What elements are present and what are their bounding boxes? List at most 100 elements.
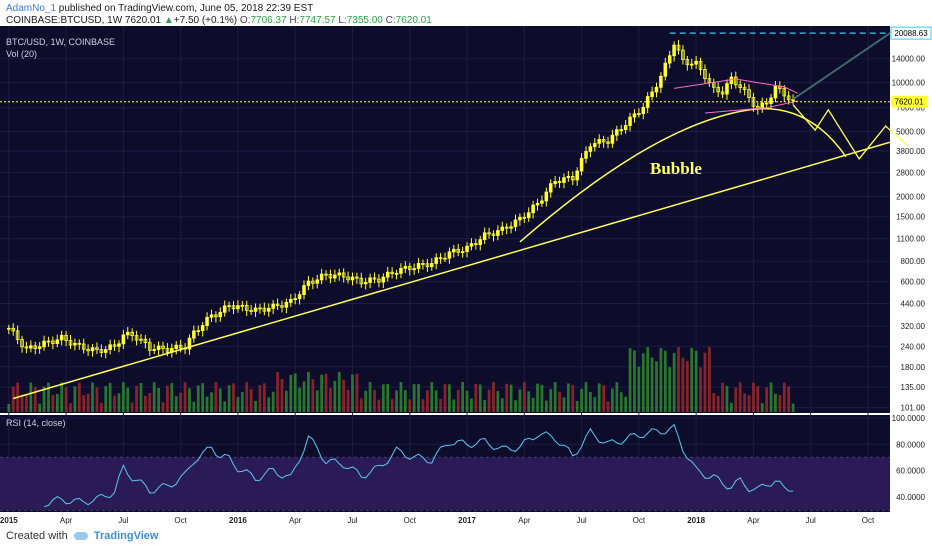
volume-bar — [531, 397, 535, 412]
candle-body — [222, 305, 227, 313]
volume-bar — [633, 350, 636, 412]
volume-bar — [351, 374, 354, 412]
volume-bar — [496, 391, 500, 412]
time-tick-label: Oct — [862, 516, 875, 525]
volume-bar — [359, 398, 363, 412]
volume-bar — [611, 388, 614, 412]
candle-body — [42, 340, 46, 348]
candle-body — [615, 129, 619, 136]
rsi-tick-label: 100.0000 — [892, 414, 926, 423]
candle-body — [174, 344, 179, 349]
time-tick-label: Apr — [518, 516, 531, 525]
candle-body — [773, 85, 778, 99]
candle-body — [306, 280, 311, 286]
candle-body — [350, 276, 355, 281]
volume-bar — [236, 396, 240, 412]
candle-body — [474, 243, 478, 246]
volume-bar — [593, 397, 597, 412]
candle-body — [535, 202, 540, 206]
tradingview-brand[interactable]: TradingView — [93, 530, 159, 542]
volume-bar — [218, 388, 222, 412]
candle-body — [165, 348, 170, 353]
candle-body — [416, 263, 421, 269]
candle-body — [478, 239, 483, 245]
volume-bar — [403, 390, 407, 412]
candle-body — [372, 277, 377, 280]
candle-body — [324, 273, 328, 276]
candle-body — [381, 276, 386, 283]
up-arrow-icon: ▲ — [163, 15, 174, 26]
candle-body — [126, 331, 130, 336]
candle-body — [597, 139, 601, 144]
candle-body — [438, 257, 443, 260]
chart-canvas[interactable]: 14000.00 10000.00 7000.00 5000.00 3800.00 280… — [0, 26, 932, 528]
volume-bar — [760, 403, 764, 412]
candle-body — [738, 84, 742, 89]
volume-bar — [492, 382, 495, 412]
author-link[interactable]: AdamNo_1 — [6, 3, 57, 14]
volume-bar — [434, 390, 438, 412]
volume-bar — [377, 399, 381, 412]
candle-body — [522, 216, 527, 219]
ath-tag — [890, 26, 932, 40]
candle-body — [571, 175, 575, 181]
candle-body — [143, 338, 148, 344]
volume-bar — [196, 385, 200, 412]
ath-tag-label: 20088.63 — [894, 29, 928, 38]
candle-body — [377, 278, 381, 283]
candle-body — [359, 277, 364, 285]
volume-bar — [108, 382, 112, 412]
volume-bar — [514, 400, 517, 412]
volume-bar — [152, 382, 156, 412]
price-tick-label: 800.00 — [901, 257, 926, 266]
price-tick-label: 2800.00 — [896, 169, 925, 178]
candle-body — [430, 263, 434, 268]
volume-bar — [174, 396, 178, 412]
volume-bar — [373, 389, 376, 412]
candle-body — [513, 219, 518, 228]
candle-body — [579, 157, 584, 172]
volume-bar — [672, 353, 676, 412]
candle-body — [698, 60, 703, 70]
candle-body — [315, 279, 319, 284]
support-trendline — [13, 141, 891, 400]
volume-bar — [655, 361, 658, 412]
open-value: 7706.37 — [250, 15, 287, 26]
candle-body — [509, 226, 513, 229]
time-axis-background — [0, 512, 932, 528]
candle-body — [227, 305, 231, 308]
candle-body — [667, 55, 672, 64]
volume-bar — [201, 383, 205, 412]
candle-body — [548, 183, 553, 193]
candle-body — [178, 344, 183, 349]
candle-body — [553, 181, 557, 185]
volume-bar — [408, 399, 412, 412]
rsi-tick-label: 80.0000 — [896, 440, 925, 449]
price-tick-label: 320.00 — [901, 322, 926, 331]
price-tick-label: 1100.00 — [897, 235, 926, 244]
volume-bar — [117, 393, 121, 412]
volume-bar — [386, 384, 390, 412]
volume-bar — [756, 386, 760, 412]
time-tick-label: Oct — [174, 516, 187, 525]
candle-body — [637, 113, 641, 116]
candles — [7, 39, 795, 359]
volume-bar — [333, 381, 337, 412]
candle-body — [271, 303, 275, 309]
candle-body — [791, 99, 795, 101]
volume-bar — [527, 391, 531, 412]
candle-body — [390, 271, 394, 274]
candle-body — [152, 349, 156, 351]
candle-body — [196, 330, 201, 333]
candle-body — [641, 107, 646, 115]
volume-bar — [606, 401, 610, 412]
volume-bar — [589, 391, 592, 412]
candle-body — [623, 125, 628, 130]
volume-bar — [703, 352, 707, 412]
candle-body — [742, 87, 747, 91]
time-tick-label: Apr — [747, 516, 760, 525]
volume-bar — [522, 382, 526, 412]
candle-body — [341, 272, 346, 278]
low-label: L: — [338, 15, 347, 26]
time-tick-label: 2017 — [458, 516, 476, 525]
